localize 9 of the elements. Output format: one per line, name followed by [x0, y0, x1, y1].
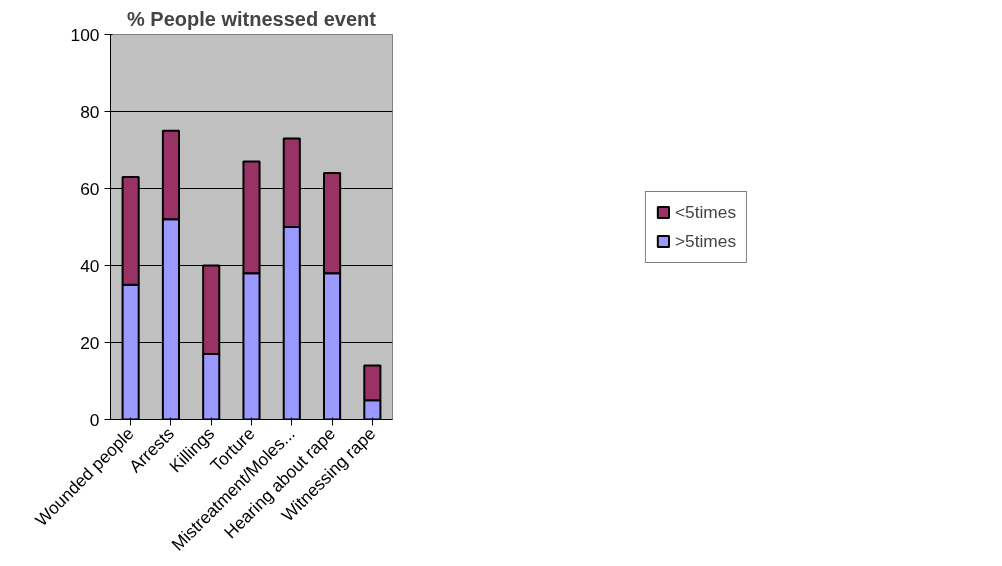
chart-title: % People witnessed event — [127, 7, 377, 30]
y-tick-label: 0 — [89, 409, 100, 430]
legend-label: >5times — [674, 230, 737, 252]
y-tick-label: 40 — [80, 255, 100, 276]
y-tick-label: 60 — [80, 178, 100, 199]
legend-label: <5times — [674, 201, 737, 223]
y-tick-label: 20 — [80, 332, 100, 353]
y-tick-label: 100 — [70, 24, 100, 45]
y-tick-label: 80 — [80, 101, 100, 122]
